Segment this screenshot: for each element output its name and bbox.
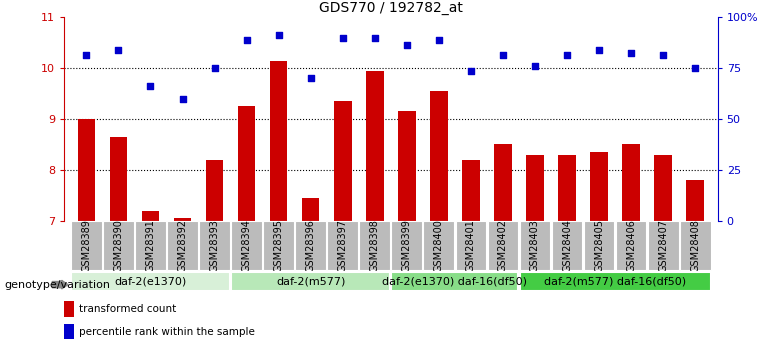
Bar	[462, 160, 480, 221]
FancyBboxPatch shape	[488, 221, 518, 270]
Bar	[174, 218, 191, 221]
Text: GSM28403: GSM28403	[530, 219, 540, 272]
Point	[336, 35, 349, 40]
Bar	[526, 155, 544, 221]
FancyBboxPatch shape	[296, 221, 326, 270]
Text: GSM28407: GSM28407	[658, 219, 668, 272]
Point	[497, 53, 509, 58]
Bar	[64, 301, 74, 317]
FancyBboxPatch shape	[519, 221, 551, 270]
Text: GSM28394: GSM28394	[242, 219, 252, 272]
Text: GSM28393: GSM28393	[210, 219, 219, 272]
Bar	[238, 106, 255, 221]
Title: GDS770 / 192782_at: GDS770 / 192782_at	[319, 1, 463, 15]
Bar	[622, 145, 640, 221]
Text: GSM28398: GSM28398	[370, 219, 380, 272]
FancyBboxPatch shape	[231, 272, 390, 291]
FancyBboxPatch shape	[647, 221, 679, 270]
Text: GSM28399: GSM28399	[402, 219, 412, 272]
Point	[304, 76, 317, 81]
FancyBboxPatch shape	[231, 221, 262, 270]
Text: GSM28395: GSM28395	[274, 219, 284, 272]
Point	[368, 35, 381, 40]
FancyBboxPatch shape	[551, 221, 583, 270]
Bar	[494, 145, 512, 221]
Bar	[590, 152, 608, 221]
FancyBboxPatch shape	[456, 221, 486, 270]
Bar	[110, 137, 127, 221]
FancyBboxPatch shape	[392, 221, 422, 270]
Bar	[398, 111, 416, 221]
Bar	[366, 71, 384, 221]
Text: GSM28406: GSM28406	[626, 219, 636, 272]
Bar	[64, 324, 74, 339]
Point	[561, 53, 573, 58]
Text: daf-2(m577): daf-2(m577)	[276, 276, 346, 286]
Point	[593, 48, 605, 53]
Text: GSM28402: GSM28402	[498, 219, 508, 272]
FancyBboxPatch shape	[583, 221, 615, 270]
FancyBboxPatch shape	[328, 221, 358, 270]
Bar	[686, 180, 704, 221]
Bar	[558, 155, 576, 221]
Text: GSM28400: GSM28400	[434, 219, 444, 272]
Text: GSM28391: GSM28391	[146, 219, 155, 272]
Bar	[270, 60, 288, 221]
Bar	[206, 160, 223, 221]
Point	[112, 48, 125, 53]
FancyBboxPatch shape	[615, 221, 647, 270]
Bar	[77, 119, 95, 221]
Point	[176, 96, 189, 101]
FancyBboxPatch shape	[167, 221, 198, 270]
Text: GSM28408: GSM28408	[690, 219, 700, 272]
FancyBboxPatch shape	[424, 221, 454, 270]
FancyBboxPatch shape	[71, 272, 230, 291]
FancyBboxPatch shape	[199, 221, 230, 270]
Text: GSM28392: GSM28392	[178, 219, 187, 272]
Bar	[334, 101, 352, 221]
Text: GSM28405: GSM28405	[594, 219, 604, 272]
Point	[272, 32, 285, 38]
Point	[689, 66, 701, 71]
Text: daf-2(e1370) daf-16(df50): daf-2(e1370) daf-16(df50)	[382, 276, 527, 286]
Text: GSM28396: GSM28396	[306, 219, 316, 272]
Text: genotype/variation: genotype/variation	[4, 280, 110, 289]
Point	[625, 50, 637, 56]
Text: GSM28397: GSM28397	[338, 219, 348, 272]
FancyBboxPatch shape	[392, 272, 518, 291]
Text: percentile rank within the sample: percentile rank within the sample	[79, 327, 254, 337]
Point	[529, 63, 541, 68]
Text: GSM28390: GSM28390	[113, 219, 123, 272]
FancyBboxPatch shape	[519, 272, 711, 291]
Point	[657, 53, 669, 58]
Point	[144, 83, 157, 89]
Point	[208, 66, 221, 71]
FancyBboxPatch shape	[71, 221, 101, 270]
FancyBboxPatch shape	[135, 221, 166, 270]
Point	[465, 68, 477, 73]
Text: GSM28404: GSM28404	[562, 219, 572, 272]
Text: daf-2(m577) daf-16(df50): daf-2(m577) daf-16(df50)	[544, 276, 686, 286]
Bar	[654, 155, 672, 221]
FancyBboxPatch shape	[360, 221, 390, 270]
FancyBboxPatch shape	[264, 221, 294, 270]
Bar	[302, 198, 320, 221]
FancyBboxPatch shape	[103, 221, 134, 270]
Point	[80, 53, 93, 58]
FancyBboxPatch shape	[680, 221, 711, 270]
Bar	[430, 91, 448, 221]
Text: GSM28389: GSM28389	[81, 219, 91, 272]
Text: daf-2(e1370): daf-2(e1370)	[115, 276, 186, 286]
Bar	[142, 210, 159, 221]
Point	[401, 42, 413, 48]
Point	[433, 37, 445, 43]
Text: transformed count: transformed count	[79, 304, 176, 314]
Text: GSM28401: GSM28401	[466, 219, 476, 272]
Point	[240, 37, 253, 43]
